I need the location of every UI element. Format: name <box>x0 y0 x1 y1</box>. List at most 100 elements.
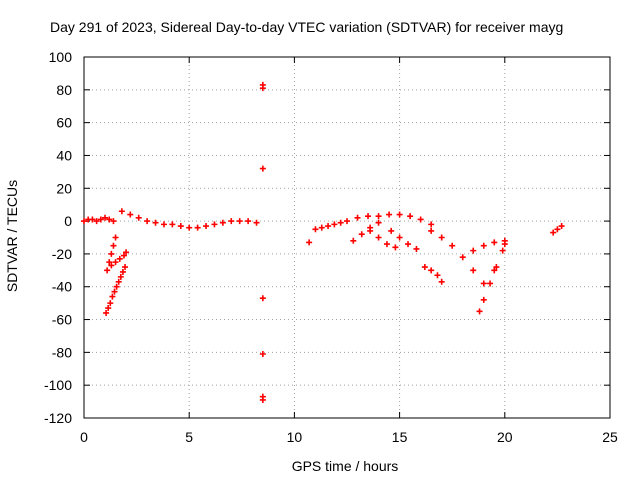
data-point <box>558 223 565 230</box>
data-point <box>470 247 477 254</box>
y-tick-label: -40 <box>52 279 72 295</box>
y-tick-label: 60 <box>56 115 72 131</box>
data-point <box>491 267 498 274</box>
data-point <box>375 234 382 241</box>
data-point <box>487 280 494 287</box>
data-point <box>386 211 393 218</box>
data-point <box>127 211 134 218</box>
data-point <box>106 216 113 223</box>
data-point <box>550 229 557 236</box>
data-point <box>375 213 382 220</box>
data-point <box>115 278 122 285</box>
data-point <box>344 218 350 225</box>
data-point <box>428 267 435 274</box>
data-point <box>203 223 210 230</box>
data-point <box>104 267 111 274</box>
data-point <box>118 208 125 215</box>
data-point <box>194 224 201 231</box>
data-series-group <box>81 81 565 403</box>
data-point <box>493 264 500 271</box>
data-point <box>253 219 260 226</box>
data-point <box>350 237 357 244</box>
data-point <box>438 234 445 241</box>
data-point <box>103 309 110 316</box>
data-point <box>110 218 117 225</box>
data-point <box>144 218 151 225</box>
data-point <box>105 305 112 312</box>
y-tick-label: 80 <box>56 82 72 98</box>
data-point <box>116 255 123 262</box>
data-point <box>417 216 424 223</box>
data-point <box>211 221 218 228</box>
data-point <box>480 242 487 249</box>
y-tick-label: 0 <box>64 213 72 229</box>
data-point <box>480 280 487 287</box>
data-point <box>358 231 365 238</box>
x-tick-label: 15 <box>392 429 408 445</box>
data-point <box>117 273 124 280</box>
data-point <box>306 239 313 246</box>
data-point <box>177 223 184 230</box>
data-point <box>392 244 399 251</box>
data-point <box>428 227 435 234</box>
data-point <box>554 226 561 233</box>
data-point <box>476 308 483 315</box>
data-point <box>81 218 87 225</box>
x-tick-label: 0 <box>80 429 88 445</box>
data-point <box>89 216 96 223</box>
data-point <box>97 216 104 223</box>
data-point <box>122 264 129 271</box>
x-tick-label: 20 <box>497 429 513 445</box>
data-point <box>470 267 477 274</box>
data-point <box>449 242 456 249</box>
x-tick-label: 25 <box>602 429 618 445</box>
y-tick-label: -80 <box>52 344 72 360</box>
y-tick-label: -60 <box>52 312 72 328</box>
data-point <box>491 239 498 246</box>
data-point <box>413 245 420 252</box>
data-point <box>459 254 466 261</box>
data-point <box>245 218 252 225</box>
y-tick-label: 40 <box>56 147 72 163</box>
data-point <box>120 252 127 259</box>
data-point <box>119 268 126 275</box>
data-point <box>383 241 390 248</box>
data-point <box>428 221 435 228</box>
data-point <box>405 241 412 248</box>
data-point <box>318 224 325 231</box>
y-tick-label: 100 <box>49 49 73 65</box>
x-axis-label: GPS time / hours <box>291 458 399 474</box>
data-point <box>106 259 113 266</box>
data-point <box>112 234 119 241</box>
data-point <box>108 262 115 269</box>
y-tick-label: 20 <box>56 180 72 196</box>
data-point <box>396 211 403 218</box>
data-point <box>108 250 115 257</box>
data-point <box>259 85 266 92</box>
data-point <box>236 218 243 225</box>
data-point <box>325 223 332 230</box>
data-point <box>135 214 142 221</box>
data-point <box>337 219 344 226</box>
data-point <box>438 278 445 285</box>
data-point <box>160 221 167 228</box>
data-point <box>259 396 266 403</box>
data-point <box>112 259 119 266</box>
data-point <box>93 218 100 225</box>
plot-frame <box>83 56 611 419</box>
data-point <box>259 295 266 302</box>
data-point <box>259 351 266 358</box>
data-point <box>152 219 159 226</box>
data-point <box>123 249 130 256</box>
data-point <box>219 219 226 226</box>
data-point <box>109 293 116 300</box>
data-point <box>407 213 414 220</box>
data-point <box>186 224 193 231</box>
data-point <box>499 247 506 254</box>
data-point <box>111 288 118 295</box>
data-point <box>367 227 374 234</box>
data-point <box>388 227 395 234</box>
data-point <box>312 226 319 233</box>
data-point <box>102 214 109 221</box>
